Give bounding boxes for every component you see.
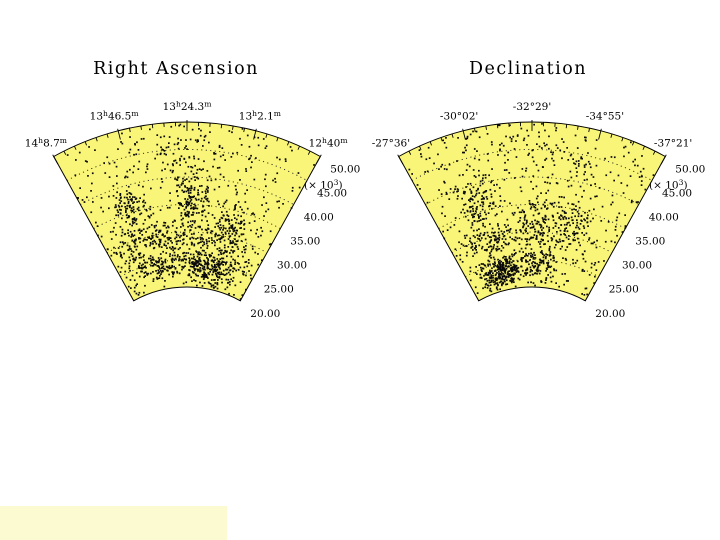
radial-tick-label: 35.00 (290, 236, 320, 248)
dec-plot-title: Declination (469, 59, 587, 79)
radial-tick-label: 50.00 (330, 164, 360, 176)
dec-cone-plot: -27°36' -30°02' -32°29' -34°55' -37°21' 50.00… (372, 101, 706, 320)
angular-tick-labels: -27°36' -30°02' -32°29' -34°55' -37°21' (372, 101, 693, 150)
angular-tick-label: -37°21' (654, 138, 692, 150)
radial-tick-label: 30.00 (277, 260, 307, 272)
angular-ticks (52, 120, 322, 165)
scatter-points (408, 123, 655, 296)
radial-tick-label: 40.00 (649, 212, 679, 224)
radial-tick-labels: 50.00 45.00 40.00 35.00 30.00 25.00 20.00 (× 10… (250, 164, 360, 320)
radial-tick-label: 30.00 (622, 260, 652, 272)
footer-highlight-rect (0, 506, 227, 540)
angular-tick-label: -30°02' (440, 110, 478, 122)
ra-cone-plot: 14h8.7m 13h46.5m 13h24.3m 13h2.1m 12h40m 50.0… (25, 100, 361, 320)
radial-tick-label: 20.00 (250, 308, 280, 320)
angular-tick-label: 14h8.7m (25, 136, 67, 150)
radial-tick-label: 25.00 (609, 284, 639, 296)
radial-tick-labels: 50.00 45.00 40.00 35.00 30.00 25.00 20.00 (× 10… (595, 164, 705, 320)
radial-tick-label: 20.00 (595, 308, 625, 320)
angular-tick-label: 12h40m (309, 136, 348, 150)
angular-tick-labels: 14h8.7m 13h46.5m 13h24.3m 13h2.1m 12h40m (25, 100, 348, 150)
angular-tick-label: -32°29' (513, 101, 551, 113)
angular-tick-label: 13h46.5m (90, 109, 139, 123)
radial-tick-label: 35.00 (635, 236, 665, 248)
angular-tick-label: -34°55' (586, 110, 624, 122)
fan-wedge-outline (398, 121, 666, 302)
angular-tick-label: 13h24.3m (163, 100, 212, 114)
angular-tick-label: 13h2.1m (239, 109, 281, 123)
angular-ticks (397, 120, 667, 165)
radial-tick-label: 45.00 (662, 188, 692, 200)
radial-tick-label: 50.00 (675, 164, 705, 176)
radial-tick-label: 45.00 (317, 188, 347, 200)
ra-plot-title: Right Ascension (93, 59, 259, 79)
radial-axis-unit-label: (× 103) (304, 178, 343, 192)
radial-tick-label: 25.00 (264, 284, 294, 296)
radial-tick-label: 40.00 (304, 212, 334, 224)
scatter-points (66, 123, 315, 300)
radial-axis-unit-label: (× 103) (649, 178, 688, 192)
angular-tick-label: -27°36' (372, 138, 410, 150)
